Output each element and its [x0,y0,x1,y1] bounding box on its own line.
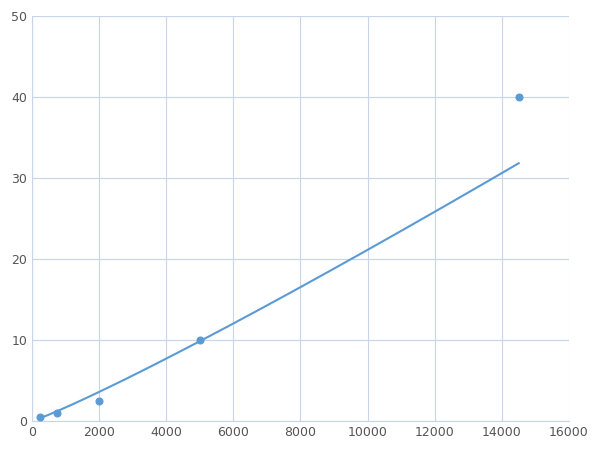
Point [195,337,205,344]
Point [52,410,62,417]
Point [94,397,104,405]
Point [514,94,523,101]
Point [35,414,45,421]
